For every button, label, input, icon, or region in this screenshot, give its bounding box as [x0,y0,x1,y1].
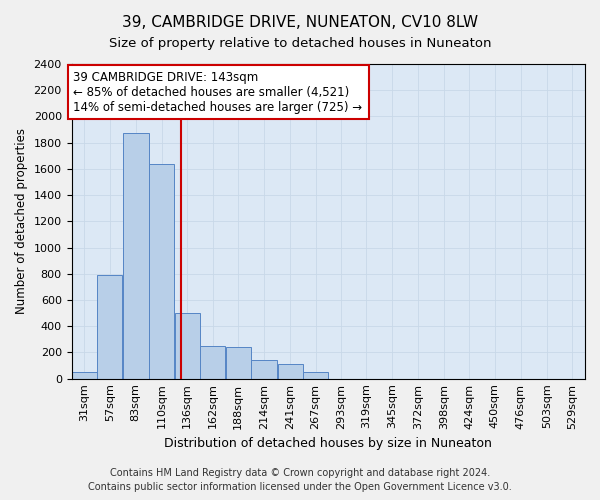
Text: 39, CAMBRIDGE DRIVE, NUNEATON, CV10 8LW: 39, CAMBRIDGE DRIVE, NUNEATON, CV10 8LW [122,15,478,30]
Y-axis label: Number of detached properties: Number of detached properties [15,128,28,314]
Text: Size of property relative to detached houses in Nuneaton: Size of property relative to detached ho… [109,38,491,51]
X-axis label: Distribution of detached houses by size in Nuneaton: Distribution of detached houses by size … [164,437,492,450]
Bar [303,372,328,378]
Bar [97,275,122,378]
Bar [123,134,149,378]
Bar [175,313,200,378]
Bar [149,164,174,378]
Bar [200,346,225,378]
Text: 39 CAMBRIDGE DRIVE: 143sqm
← 85% of detached houses are smaller (4,521)
14% of s: 39 CAMBRIDGE DRIVE: 143sqm ← 85% of deta… [73,70,362,114]
Text: Contains HM Land Registry data © Crown copyright and database right 2024.
Contai: Contains HM Land Registry data © Crown c… [88,468,512,492]
Bar [226,347,251,378]
Bar [278,364,302,378]
Bar [72,372,97,378]
Bar [251,360,277,378]
